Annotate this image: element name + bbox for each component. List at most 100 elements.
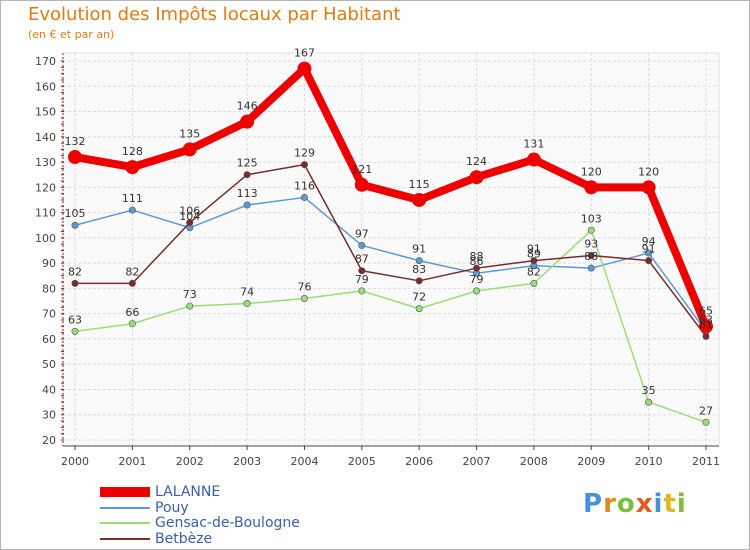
y-tick-label: 90 bbox=[42, 257, 56, 270]
data-point-gensac-de-boulogne bbox=[300, 295, 308, 303]
data-label-lalanne: 146 bbox=[237, 100, 258, 113]
logo-letter: i bbox=[653, 489, 664, 519]
data-label-betb-ze: 125 bbox=[237, 157, 258, 170]
data-point-betb-ze bbox=[71, 279, 79, 287]
x-tick-label: 2010 bbox=[635, 455, 663, 468]
data-point-betb-ze bbox=[587, 252, 595, 260]
data-point-gensac-de-boulogne bbox=[358, 287, 366, 295]
data-point-lalanne bbox=[125, 160, 140, 175]
data-label-betb-ze: 93 bbox=[584, 238, 598, 251]
y-tick-label: 30 bbox=[42, 409, 56, 422]
legend-swatch-pouy bbox=[100, 507, 150, 509]
series-line-pouy bbox=[74, 196, 707, 333]
data-point-lalanne bbox=[699, 319, 713, 334]
logo-letter: r bbox=[603, 489, 617, 519]
data-point-gensac-de-boulogne bbox=[415, 305, 423, 313]
data-label-gensac-de-boulogne: 66 bbox=[125, 306, 139, 319]
data-point-lalanne bbox=[469, 170, 484, 185]
logo-letter: i bbox=[676, 489, 687, 519]
data-label-gensac-de-boulogne: 79 bbox=[355, 273, 369, 286]
x-tick-label: 2008 bbox=[520, 455, 548, 468]
data-point-betb-ze bbox=[128, 279, 136, 287]
legend-label: LALANNE bbox=[155, 484, 221, 500]
legend-swatch-lalanne bbox=[100, 487, 150, 497]
data-point-lalanne bbox=[641, 180, 656, 195]
data-label-betb-ze: 87 bbox=[355, 253, 369, 266]
legend-label: Betbèze bbox=[155, 531, 213, 547]
data-point-pouy bbox=[358, 241, 366, 249]
data-point-betb-ze bbox=[186, 219, 194, 227]
data-label-pouy: 105 bbox=[65, 207, 86, 220]
data-point-gensac-de-boulogne bbox=[702, 418, 710, 426]
data-point-gensac-de-boulogne bbox=[71, 327, 79, 335]
data-label-pouy: 116 bbox=[294, 179, 315, 192]
legend-swatch-betbeze bbox=[100, 538, 150, 540]
y-tick-label: 70 bbox=[42, 308, 56, 321]
y-tick-label: 160 bbox=[35, 80, 56, 93]
y-tick-label: 50 bbox=[42, 358, 56, 371]
series-line-lalanne bbox=[71, 64, 710, 331]
y-tick-label: 40 bbox=[42, 383, 56, 396]
data-point-lalanne bbox=[526, 152, 541, 167]
data-label-pouy: 111 bbox=[122, 192, 143, 205]
data-label-betb-ze: 82 bbox=[125, 265, 139, 278]
data-label-pouy: 63 bbox=[699, 313, 713, 326]
data-label-betb-ze: 88 bbox=[470, 250, 484, 263]
data-label-lalanne: 131 bbox=[523, 138, 544, 151]
data-label-betb-ze: 91 bbox=[642, 243, 656, 256]
y-tick-label: 110 bbox=[35, 207, 56, 220]
data-point-betb-ze bbox=[702, 332, 710, 340]
data-label-gensac-de-boulogne: 103 bbox=[581, 212, 602, 225]
data-point-gensac-de-boulogne bbox=[473, 287, 481, 295]
data-label-pouy: 88 bbox=[584, 250, 598, 263]
logo-letter: x bbox=[635, 489, 654, 519]
x-tick-label: 2007 bbox=[463, 455, 491, 468]
data-label-pouy: 97 bbox=[355, 227, 369, 240]
x-tick-label: 2005 bbox=[348, 455, 376, 468]
data-point-betb-ze bbox=[300, 161, 308, 169]
legend-label: Pouy bbox=[155, 500, 189, 516]
data-point-betb-ze bbox=[358, 267, 366, 275]
chart-subtitle: (en € et par an) bbox=[28, 28, 115, 41]
data-label-lalanne: 121 bbox=[351, 163, 372, 176]
data-label-pouy: 94 bbox=[642, 235, 656, 248]
proxiti-logo: Proxiti bbox=[583, 489, 687, 519]
legend-item-betbeze: Betbèze bbox=[100, 531, 212, 547]
data-label-pouy: 89 bbox=[527, 248, 541, 261]
data-point-lalanne bbox=[354, 177, 369, 192]
data-point-pouy bbox=[128, 206, 136, 214]
data-label-betb-ze: 61 bbox=[699, 318, 713, 331]
y-tick-label: 20 bbox=[42, 434, 56, 447]
data-point-lalanne bbox=[412, 192, 427, 207]
data-point-pouy bbox=[243, 201, 251, 209]
plot-area bbox=[62, 52, 720, 447]
data-point-gensac-de-boulogne bbox=[128, 320, 136, 328]
data-point-gensac-de-boulogne bbox=[530, 279, 538, 287]
data-label-lalanne: 115 bbox=[409, 178, 430, 191]
logo-letter: t bbox=[663, 489, 677, 519]
data-label-pouy: 113 bbox=[237, 187, 258, 200]
logo-letter: P bbox=[583, 489, 604, 519]
x-tick-label: 2004 bbox=[290, 455, 318, 468]
data-point-lalanne bbox=[182, 142, 197, 157]
data-label-betb-ze: 83 bbox=[412, 263, 426, 276]
data-label-gensac-de-boulogne: 27 bbox=[699, 404, 713, 417]
data-point-betb-ze bbox=[645, 257, 653, 265]
data-point-pouy bbox=[415, 257, 423, 265]
data-label-lalanne: 124 bbox=[466, 155, 487, 168]
y-tick-label: 150 bbox=[35, 106, 56, 119]
data-point-pouy bbox=[587, 264, 595, 272]
y-tick-label: 100 bbox=[35, 232, 56, 245]
data-point-pouy bbox=[71, 221, 79, 229]
y-tick-label: 120 bbox=[35, 181, 56, 194]
data-label-lalanne: 167 bbox=[294, 47, 315, 60]
data-label-pouy: 104 bbox=[179, 210, 200, 223]
x-tick-label: 2001 bbox=[118, 455, 146, 468]
data-label-betb-ze: 106 bbox=[179, 205, 200, 218]
y-tick-label: 60 bbox=[42, 333, 56, 346]
chart-title: Evolution des Impôts locaux par Habitant bbox=[28, 4, 401, 25]
data-label-lalanne: 132 bbox=[65, 135, 86, 148]
data-label-gensac-de-boulogne: 73 bbox=[183, 288, 197, 301]
legend-label: Gensac-de-Boulogne bbox=[155, 515, 300, 531]
y-tick-label: 80 bbox=[42, 282, 56, 295]
